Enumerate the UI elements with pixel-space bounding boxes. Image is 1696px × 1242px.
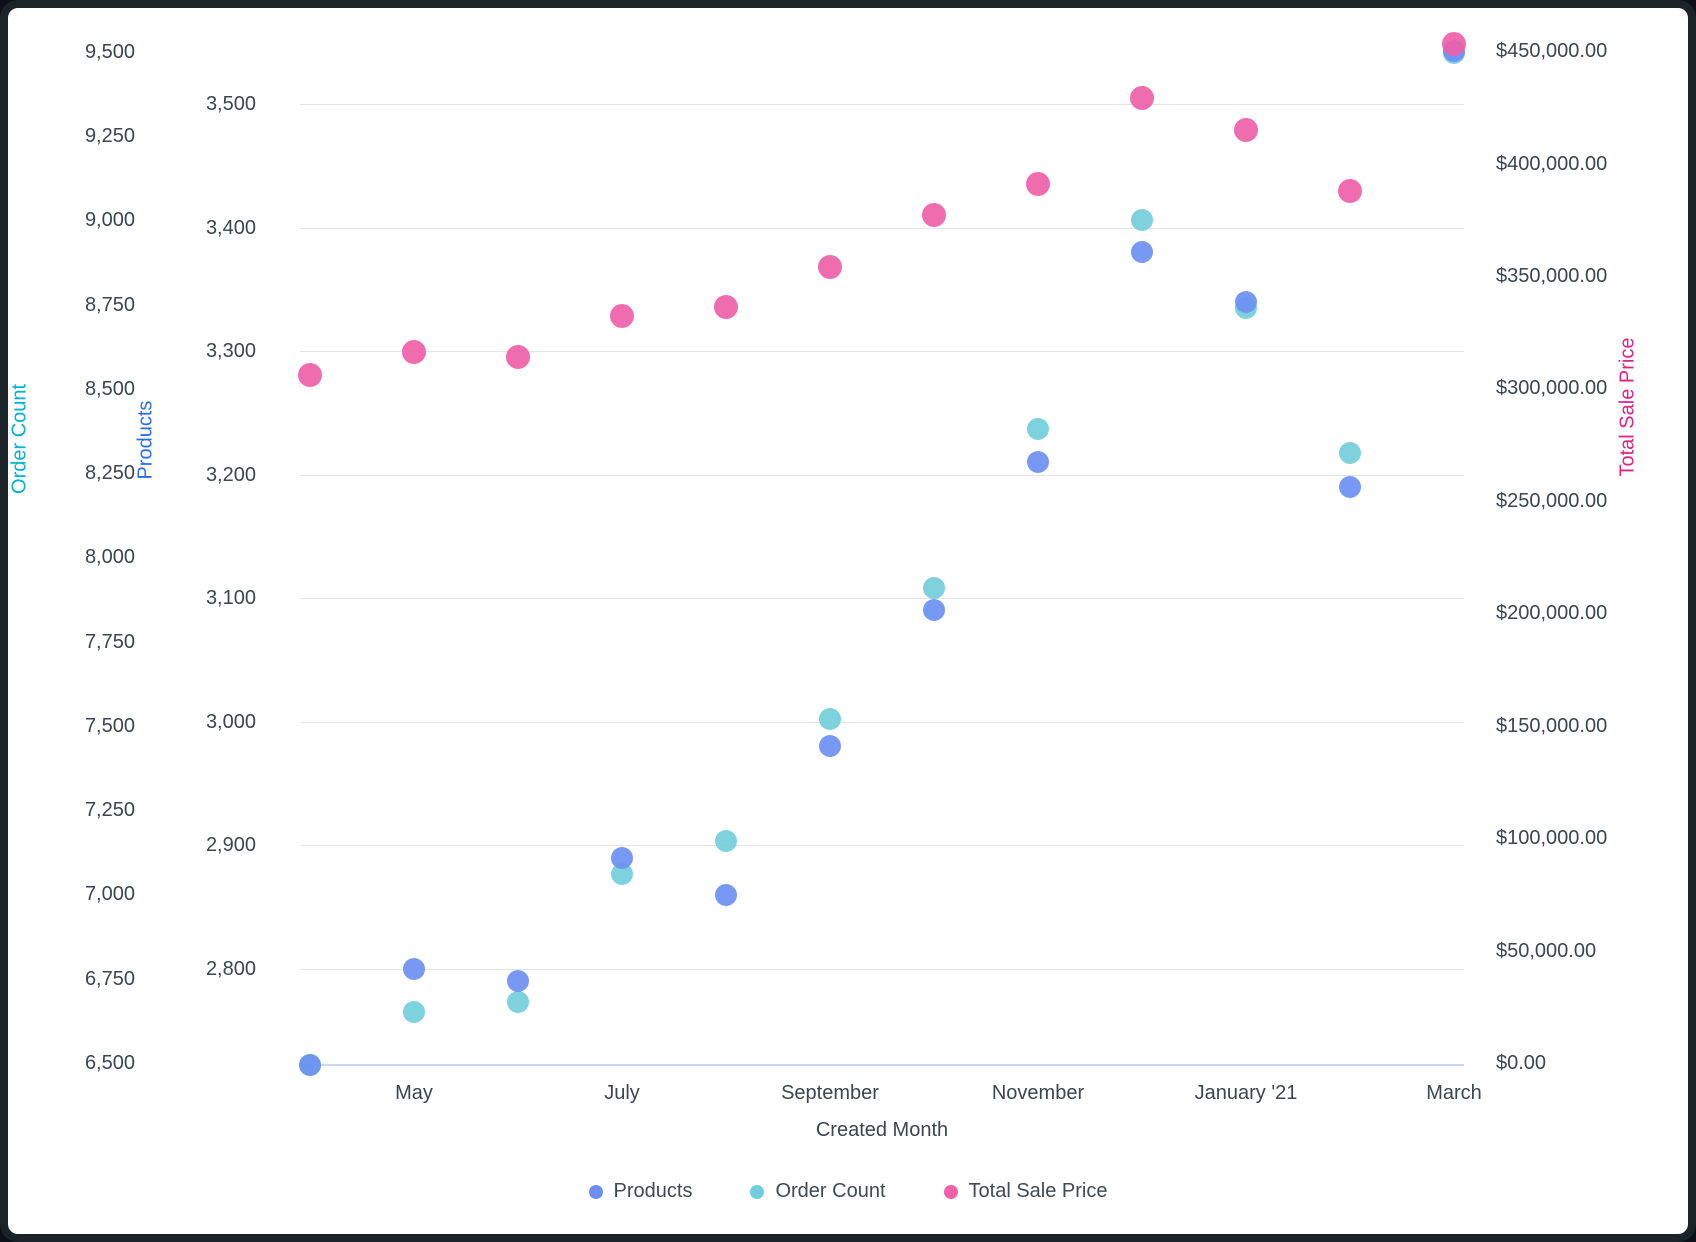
legend-item-total-sale-price[interactable]: Total Sale Price — [943, 1180, 1108, 1203]
y-axis-title-order-count: Order Count — [8, 383, 31, 494]
scatter-point-products[interactable] — [715, 884, 737, 906]
x-axis-line — [300, 1064, 1464, 1066]
y-axis-title-total-sale-price: Total Sale Price — [1616, 337, 1639, 477]
products-tick-label: 2,800 — [205, 958, 256, 980]
legend-label-products: Products — [613, 1180, 693, 1202]
scatter-point-total_sale_price[interactable] — [714, 295, 738, 319]
scatter-point-order_count[interactable] — [611, 863, 633, 885]
total-sale-price-tick-label: $250,000.00 — [1496, 490, 1608, 512]
total-sale-price-tick-label: $0.00 — [1496, 1052, 1547, 1074]
scatter-point-total_sale_price[interactable] — [1338, 179, 1362, 203]
products-tick-label: 3,400 — [205, 217, 256, 239]
order-count-tick-label: 9,250 — [84, 125, 135, 147]
legend-label-order-count: Order Count — [775, 1180, 886, 1202]
gridline — [300, 475, 1464, 476]
total-sale-price-tick-label: $450,000.00 — [1496, 40, 1608, 62]
total-sale-price-tick-label: $50,000.00 — [1496, 940, 1597, 962]
scatter-point-order_count[interactable] — [923, 577, 945, 599]
total-sale-price-tick-label: $400,000.00 — [1496, 153, 1608, 175]
scatter-point-order_count[interactable] — [1339, 442, 1361, 464]
legend-marker-total-sale-price-icon — [943, 1184, 958, 1199]
order-count-tick-label: 6,750 — [84, 968, 135, 990]
scatter-point-products[interactable] — [819, 735, 841, 757]
scatter-point-products[interactable] — [299, 1054, 321, 1076]
scatter-point-order_count[interactable] — [819, 708, 841, 730]
x-axis-title: Created Month — [815, 1119, 949, 1141]
scatter-point-total_sale_price[interactable] — [1026, 172, 1050, 196]
gridline — [300, 845, 1464, 846]
products-tick-label: 3,200 — [205, 464, 256, 486]
total-sale-price-tick-label: $200,000.00 — [1496, 602, 1608, 624]
x-tick-label: July — [604, 1082, 640, 1104]
scatter-point-order_count[interactable] — [403, 1001, 425, 1023]
scatter-point-order_count[interactable] — [715, 830, 737, 852]
total-sale-price-tick-label: $100,000.00 — [1496, 827, 1608, 849]
order-count-tick-label: 8,500 — [84, 378, 135, 400]
scatter-point-total_sale_price[interactable] — [402, 340, 426, 364]
gridline — [300, 722, 1464, 723]
scatter-point-order_count[interactable] — [1131, 209, 1153, 231]
gridline — [300, 104, 1464, 105]
legend-marker-products-icon — [588, 1184, 603, 1199]
order-count-tick-label: 9,000 — [84, 209, 135, 231]
y-axis-title-products: Products — [134, 400, 157, 480]
products-tick-label: 2,900 — [205, 834, 256, 856]
order-count-tick-label: 8,250 — [84, 462, 135, 484]
gridline — [300, 351, 1464, 352]
scatter-point-total_sale_price[interactable] — [1130, 86, 1154, 110]
order-count-tick-label: 7,000 — [84, 883, 135, 905]
scatter-point-products[interactable] — [403, 958, 425, 980]
order-count-tick-label: 6,500 — [84, 1052, 135, 1074]
gridline — [300, 969, 1464, 970]
scatter-point-order_count[interactable] — [507, 991, 529, 1013]
products-tick-label: 3,300 — [205, 340, 256, 362]
total-sale-price-tick-label: $300,000.00 — [1496, 377, 1608, 399]
scatter-point-order_count[interactable] — [1027, 418, 1049, 440]
scatter-point-total_sale_price[interactable] — [610, 304, 634, 328]
x-tick-label: September — [781, 1082, 879, 1104]
legend-item-products[interactable]: Products — [588, 1180, 693, 1203]
x-tick-label: May — [395, 1082, 433, 1104]
scatter-point-total_sale_price[interactable] — [506, 345, 530, 369]
total-sale-price-tick-label: $150,000.00 — [1496, 715, 1608, 737]
x-tick-label: November — [991, 1082, 1085, 1104]
legend-marker-order-count-icon — [750, 1184, 765, 1199]
scatter-point-total_sale_price[interactable] — [1234, 118, 1258, 142]
x-tick-label: March — [1426, 1082, 1482, 1104]
scatter-point-products[interactable] — [923, 599, 945, 621]
chart-legend: Products Order Count Total Sale Price — [0, 1180, 1696, 1203]
order-count-tick-label: 8,000 — [84, 546, 135, 568]
scatter-point-total_sale_price[interactable] — [818, 255, 842, 279]
scatter-point-products[interactable] — [507, 970, 529, 992]
order-count-tick-label: 7,250 — [84, 799, 135, 821]
legend-label-total-sale-price: Total Sale Price — [968, 1180, 1108, 1202]
order-count-tick-label: 7,750 — [84, 631, 135, 653]
order-count-tick-label: 8,750 — [84, 294, 135, 316]
scatter-point-products[interactable] — [611, 847, 633, 869]
gridline — [300, 228, 1464, 229]
products-tick-label: 3,000 — [205, 711, 256, 733]
scatter-point-products[interactable] — [1339, 476, 1361, 498]
total-sale-price-tick-label: $350,000.00 — [1496, 265, 1608, 287]
scatter-point-products[interactable] — [1131, 241, 1153, 263]
gridline — [300, 598, 1464, 599]
order-count-tick-label: 9,500 — [84, 41, 135, 63]
scatter-point-total_sale_price[interactable] — [1442, 32, 1466, 56]
products-tick-label: 3,100 — [205, 587, 256, 609]
scatter-point-total_sale_price[interactable] — [922, 203, 946, 227]
legend-item-order-count[interactable]: Order Count — [750, 1180, 886, 1203]
scatter-point-products[interactable] — [1235, 291, 1257, 313]
scatter-point-products[interactable] — [1027, 451, 1049, 473]
x-tick-label: January '21 — [1194, 1082, 1298, 1104]
order-count-tick-label: 7,500 — [84, 715, 135, 737]
products-tick-label: 3,500 — [205, 93, 256, 115]
scatter-point-total_sale_price[interactable] — [298, 363, 322, 387]
